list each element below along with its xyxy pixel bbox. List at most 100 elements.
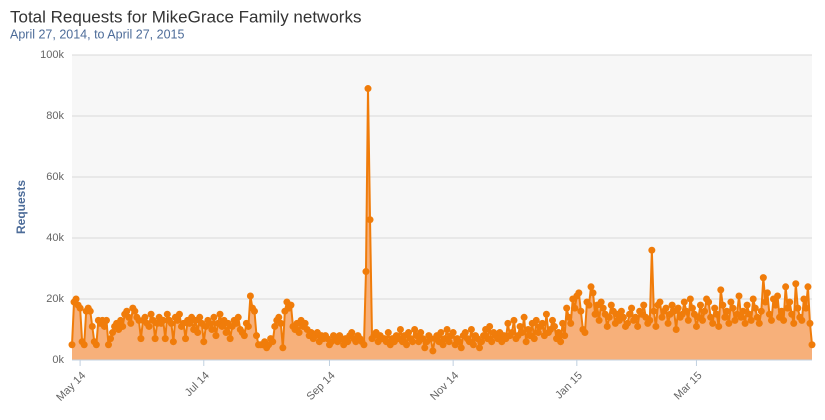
data-point	[246, 292, 254, 300]
data-point	[486, 322, 494, 330]
data-point	[749, 295, 757, 303]
data-point	[682, 307, 690, 315]
data-point	[585, 301, 593, 309]
data-point	[417, 329, 425, 337]
data-point	[696, 301, 704, 309]
data-point	[626, 310, 634, 318]
data-point	[104, 341, 112, 349]
data-point	[151, 335, 159, 343]
data-point	[222, 329, 230, 337]
data-point	[100, 322, 108, 330]
data-point	[806, 319, 814, 327]
data-point	[634, 322, 642, 330]
data-point	[271, 322, 279, 330]
data-point	[774, 292, 782, 300]
data-point	[275, 313, 283, 321]
data-point	[107, 335, 115, 343]
data-point	[125, 313, 133, 321]
data-point	[597, 298, 605, 306]
data-point	[295, 329, 303, 337]
data-point	[206, 319, 214, 327]
data-point	[186, 319, 194, 327]
y-tick-label: 80k	[46, 110, 64, 122]
data-point	[469, 341, 477, 349]
data-point	[747, 316, 755, 324]
y-tick-label: 60k	[46, 171, 64, 183]
data-point	[137, 335, 145, 343]
data-point	[804, 283, 812, 291]
data-point	[80, 341, 88, 349]
data-point	[555, 329, 563, 337]
y-axis-title: Requests	[14, 180, 28, 234]
data-point	[86, 307, 94, 315]
data-point	[557, 338, 565, 346]
data-point	[729, 304, 737, 312]
data-point	[212, 332, 220, 340]
data-point	[216, 310, 224, 318]
area	[72, 88, 812, 361]
data-point	[755, 319, 763, 327]
data-point	[131, 307, 139, 315]
data-point	[684, 316, 692, 324]
data-point	[173, 316, 181, 324]
data-point	[240, 332, 248, 340]
data-point	[561, 332, 569, 340]
data-point	[366, 216, 374, 224]
x-tick-label: Mar 15	[672, 370, 705, 403]
data-point	[808, 341, 816, 349]
data-point	[628, 304, 636, 312]
x-tick-label: Nov 14	[428, 370, 461, 403]
data-point	[510, 316, 518, 324]
data-point	[782, 283, 790, 291]
data-point	[348, 329, 356, 337]
data-point	[672, 326, 680, 333]
data-point	[196, 313, 204, 321]
data-point	[109, 329, 117, 337]
data-point	[119, 322, 127, 330]
data-point	[127, 319, 135, 327]
data-point	[737, 313, 745, 321]
data-point	[461, 329, 469, 337]
data-point	[175, 310, 183, 318]
data-point	[727, 298, 735, 306]
data-point	[577, 307, 585, 315]
data-point	[210, 313, 218, 321]
data-point	[650, 307, 658, 315]
data-point	[508, 329, 516, 337]
data-point	[721, 313, 729, 321]
data-point	[709, 319, 717, 327]
data-point	[688, 304, 696, 312]
data-point	[753, 313, 761, 321]
data-point	[794, 304, 802, 312]
data-point	[396, 326, 404, 333]
data-point	[743, 301, 751, 309]
data-point	[701, 307, 709, 315]
data-point	[277, 319, 285, 327]
data-point	[668, 301, 676, 309]
data-point	[719, 301, 727, 309]
data-point	[725, 319, 733, 327]
data-point	[226, 335, 234, 343]
data-point	[92, 341, 100, 349]
data-point	[617, 307, 625, 315]
x-tick-label: Jul 14	[183, 370, 212, 399]
data-point	[208, 326, 216, 333]
data-point	[705, 298, 713, 306]
data-point	[599, 304, 607, 312]
data-point	[763, 289, 771, 297]
data-point	[488, 338, 496, 346]
data-point	[409, 338, 417, 346]
data-point	[88, 322, 96, 330]
data-point	[595, 316, 603, 324]
data-point	[581, 329, 589, 337]
data-point	[384, 329, 392, 337]
data-point	[76, 304, 84, 312]
data-point	[800, 295, 808, 303]
data-point	[786, 298, 794, 306]
data-point	[798, 316, 806, 324]
data-point	[301, 319, 309, 327]
data-point	[344, 338, 352, 346]
data-point	[182, 335, 190, 343]
data-point	[680, 298, 688, 306]
